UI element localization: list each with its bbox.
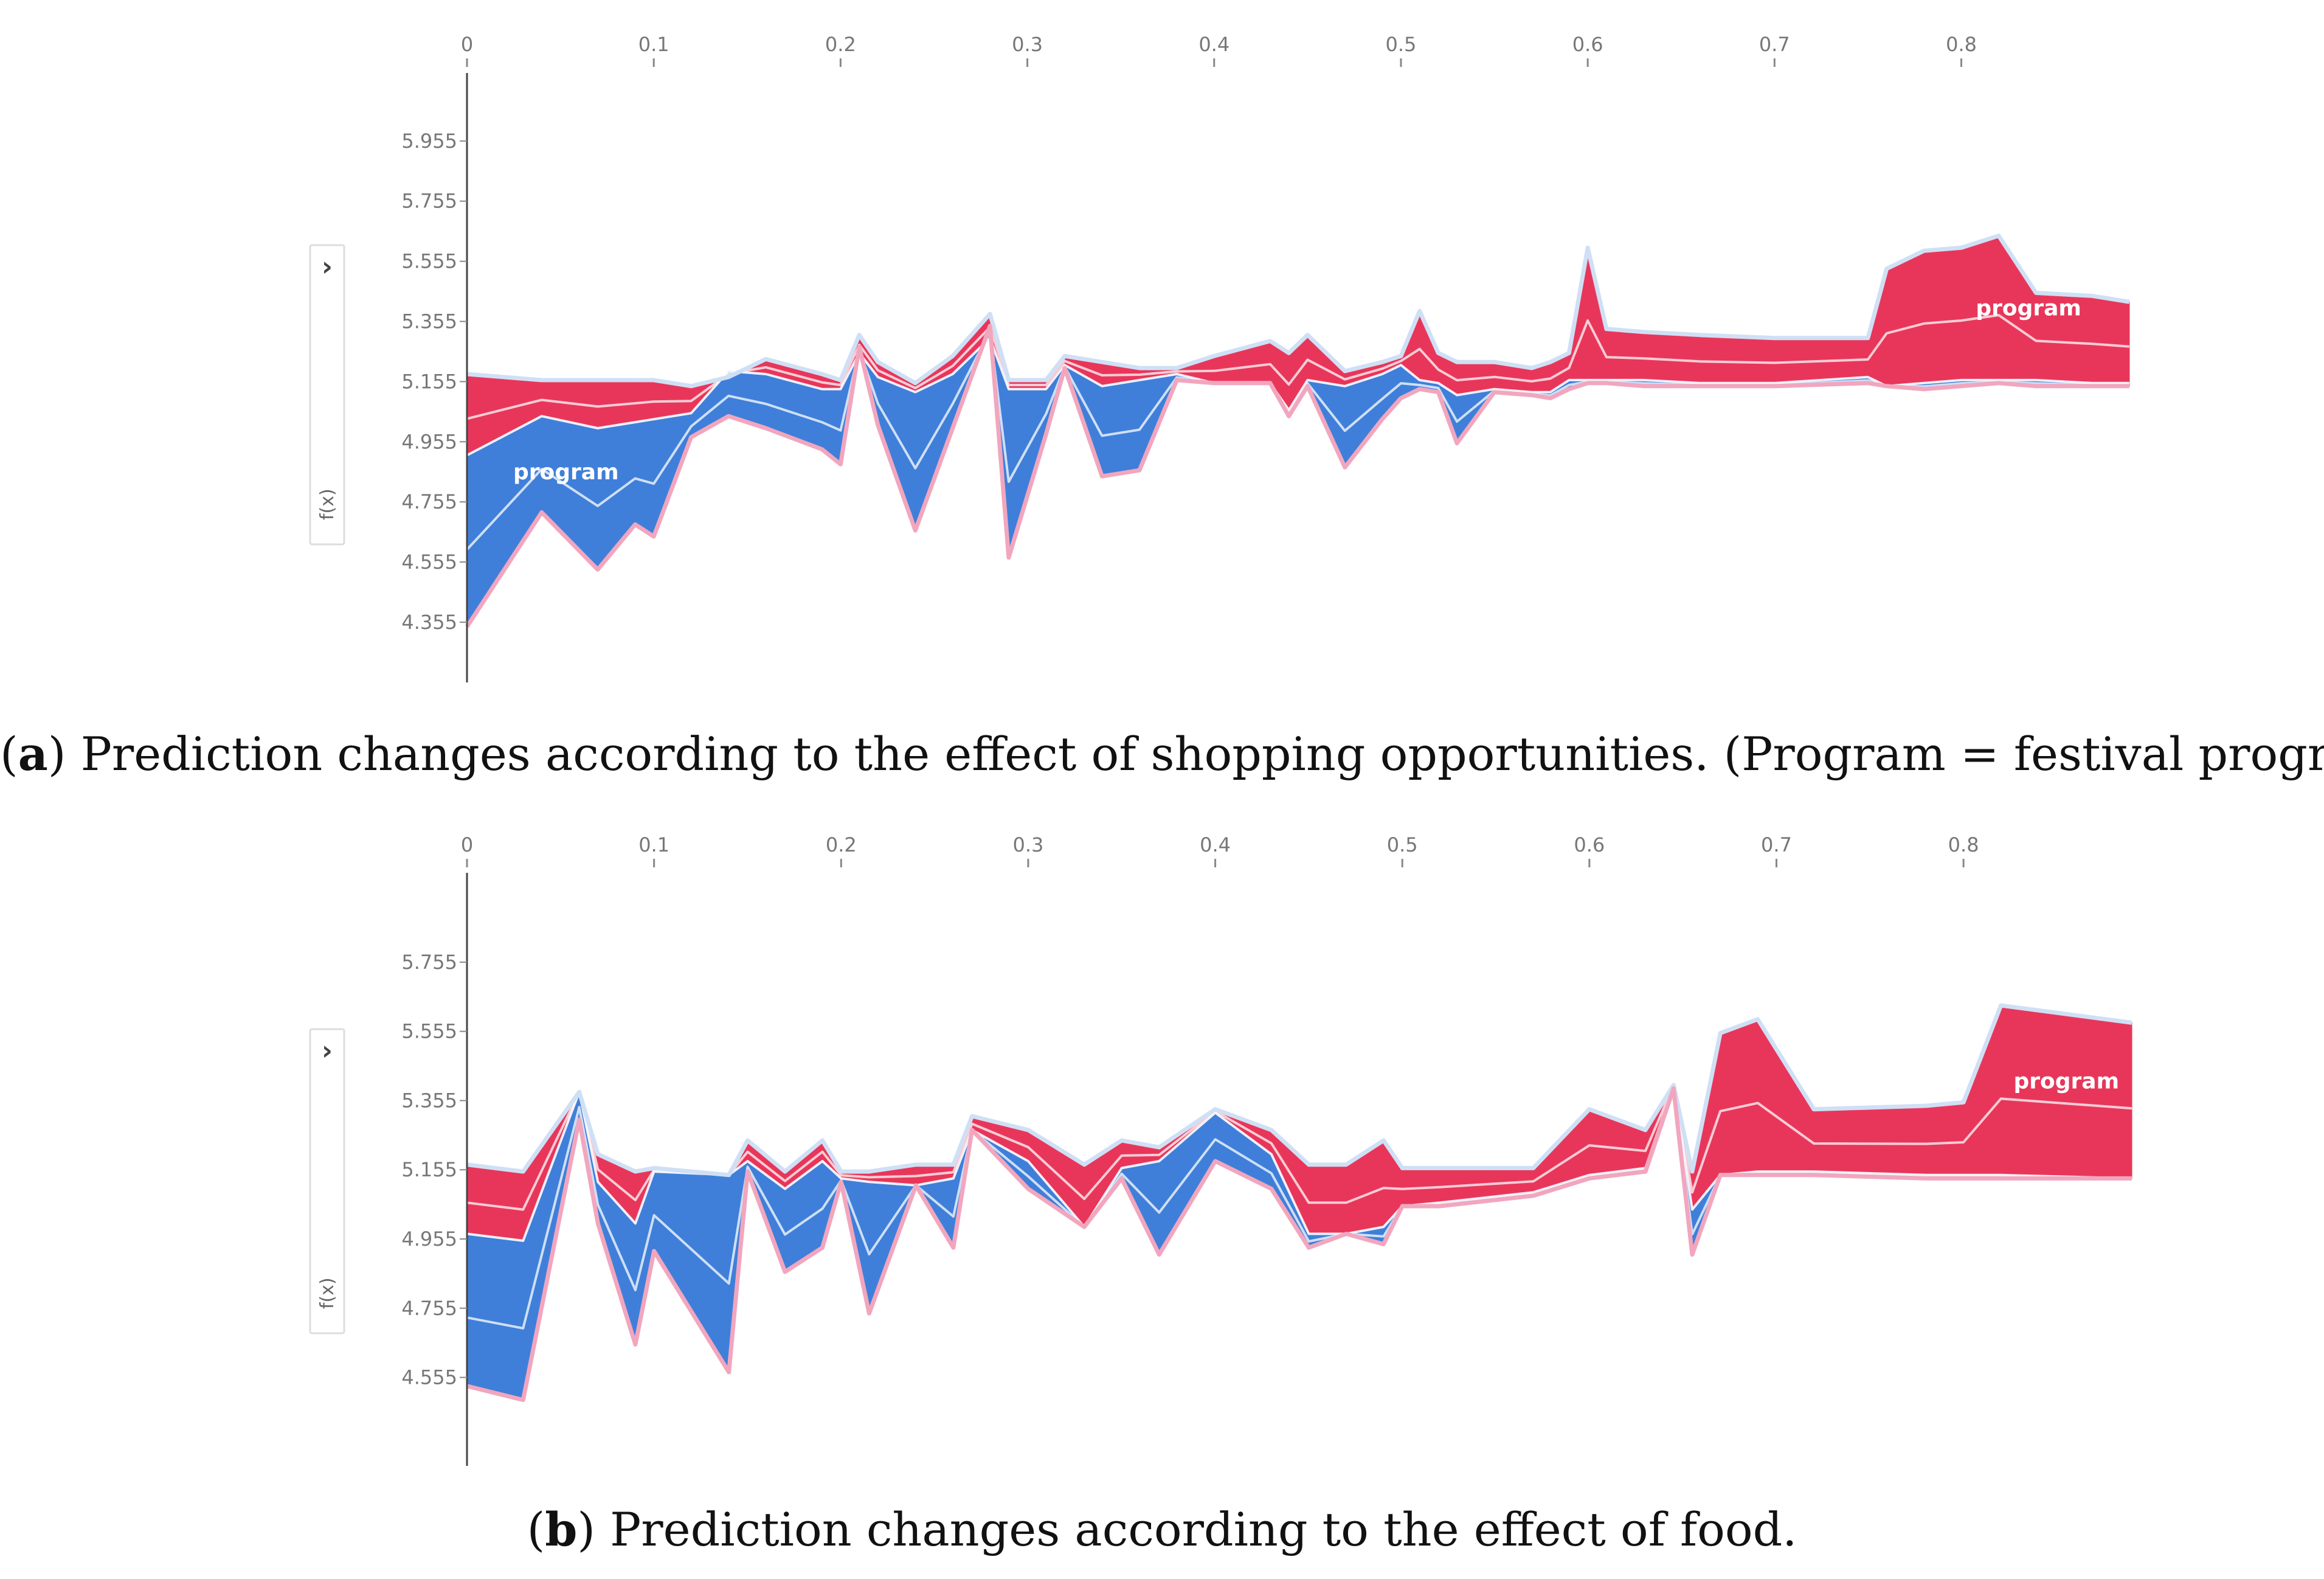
chart-a-ytick-label-0: 5.955 — [401, 130, 457, 153]
chart-b-ytick-label-2: 5.355 — [401, 1089, 457, 1112]
chart-b-xtick-label-6: 0.6 — [1574, 833, 1605, 856]
chart-a-xtick-label-2: 0.2 — [825, 33, 856, 56]
chart-a-xtick-label-0: 0 — [461, 33, 473, 56]
chart-a-band-lower-18 — [1101, 380, 1140, 477]
chart-a-ytick-label-3: 5.355 — [401, 310, 457, 333]
chart-b-band-upper-21 — [1308, 1164, 1347, 1234]
chart-b-ytick-label-3: 5.155 — [401, 1158, 457, 1181]
chart-b-lower-edge — [466, 1086, 2132, 1403]
caption-b: (b) Prediction changes according to the … — [527, 1502, 1797, 1556]
chart-a-baseline — [466, 336, 2129, 457]
chart-a-band-lower-3 — [634, 418, 654, 537]
chart-a-series-label-0: program — [513, 460, 619, 485]
chart-a-band-upper-46 — [2092, 295, 2130, 384]
chart-a-ytick-label-2: 5.555 — [401, 250, 457, 273]
chart-b-xtick-label-7: 0.7 — [1761, 833, 1792, 856]
chart-a-band-upper-38 — [1699, 335, 1775, 384]
chart-b-chevron-right-icon[interactable]: › — [322, 1035, 333, 1066]
chart-a-ytick-label-5: 4.955 — [401, 430, 457, 453]
chart-a-xtick-label-8: 0.8 — [1946, 33, 1977, 56]
chart-a-ytick-label-1: 5.755 — [401, 190, 457, 213]
chart-b-band-upper-31 — [1720, 1019, 1759, 1176]
caption-b-letter: b — [545, 1502, 578, 1556]
chart-b-ytick-label-1: 5.555 — [401, 1020, 457, 1043]
chart-a-xtick-label-6: 0.6 — [1572, 33, 1603, 56]
chart-panel-a: 5.955 5.755 5.555 5.355 5.155 4.955 4.755 4.555… — [0, 0, 2324, 693]
chart-b-xtick-label-2: 0.2 — [826, 833, 857, 856]
chart-a-band-lower-12 — [915, 373, 953, 531]
chart-a-xtick-label-5: 0.5 — [1386, 33, 1417, 56]
chart-a-ylabel: f(x) — [317, 488, 338, 520]
chart-a-band-upper-41 — [1886, 250, 1925, 387]
caption-a-text: Prediction changes according to the effe… — [66, 727, 2324, 781]
chart-a-contour-1 — [466, 314, 2130, 420]
chart-b-xtick-label-0: 0 — [461, 833, 473, 856]
chart-a-xtick-label-7: 0.7 — [1759, 33, 1790, 56]
chart-a-xtick-label-1: 0.1 — [638, 33, 669, 56]
chart-a-band-lower-11 — [877, 377, 916, 531]
chart-a-series-label-1: program — [1976, 296, 2081, 321]
chart-a-xtick-label-3: 0.3 — [1012, 33, 1043, 56]
chart-a-svg: 5.955 5.755 5.555 5.355 5.155 4.955 4.755 4.555… — [309, 33, 2130, 682]
chart-a-lower-edge — [465, 324, 2129, 628]
chart-a-chevron-right-icon[interactable]: › — [322, 251, 333, 282]
chart-a-ytick-label-8: 4.355 — [401, 611, 457, 634]
chart-b-ytick-label-4: 4.955 — [401, 1227, 457, 1251]
caption-a: (a) Prediction changes according to the … — [0, 727, 2324, 781]
chart-a-band-upper-42 — [1923, 247, 1962, 384]
chart-b-band-lower-0 — [466, 1233, 524, 1401]
chart-b-band-upper-34 — [1926, 1102, 1964, 1176]
chart-a-xtick-label-4: 0.4 — [1198, 33, 1229, 56]
chart-b-ytick-label-0: 5.755 — [401, 951, 457, 974]
chart-b-xtick-label-5: 0.5 — [1387, 833, 1418, 856]
chart-b-ylabel: f(x) — [317, 1277, 338, 1309]
chart-a-band-upper-37 — [1643, 331, 1700, 384]
chart-a-band-lower-1 — [541, 415, 598, 571]
chart-a-band-lower-25 — [1344, 373, 1383, 468]
chart-a-band-upper-36 — [1606, 328, 1644, 381]
caption-a-letter: a — [18, 727, 48, 781]
chart-b-ytick-label-5: 4.755 — [401, 1297, 457, 1320]
chart-b-band-upper-33 — [1813, 1105, 1927, 1176]
chart-b-xtick-label-8: 0.8 — [1948, 833, 1979, 856]
chart-a-ytick-label-6: 4.755 — [401, 490, 457, 513]
chart-b-xtick-label-3: 0.3 — [1012, 833, 1043, 856]
chart-b-xtick-label-4: 0.4 — [1200, 833, 1231, 856]
chart-b-upper-edge — [466, 1003, 2132, 1178]
chart-panel-b: 5.755 5.555 5.355 5.155 4.955 4.755 4.555 0 0.1 0… — [0, 803, 2324, 1508]
chart-a-ytick-label-7: 4.555 — [401, 550, 457, 574]
chart-a-upper-edge — [466, 234, 2130, 389]
chart-b-ytick-label-6: 4.555 — [401, 1366, 457, 1389]
caption-b-text: Prediction changes according to the effe… — [595, 1502, 1797, 1556]
chart-a-ylabel-box[interactable]: › f(x) — [309, 244, 345, 546]
chart-b-series-label-0: program — [2014, 1069, 2120, 1094]
chart-b-ylabel-box[interactable]: › f(x) — [309, 1028, 345, 1334]
chart-a-ytick-label-4: 5.155 — [401, 370, 457, 393]
chart-b-svg: 5.755 5.555 5.355 5.155 4.955 4.755 4.555 0 0.1 0… — [309, 833, 2132, 1466]
chart-b-xtick-label-1: 0.1 — [638, 833, 669, 856]
